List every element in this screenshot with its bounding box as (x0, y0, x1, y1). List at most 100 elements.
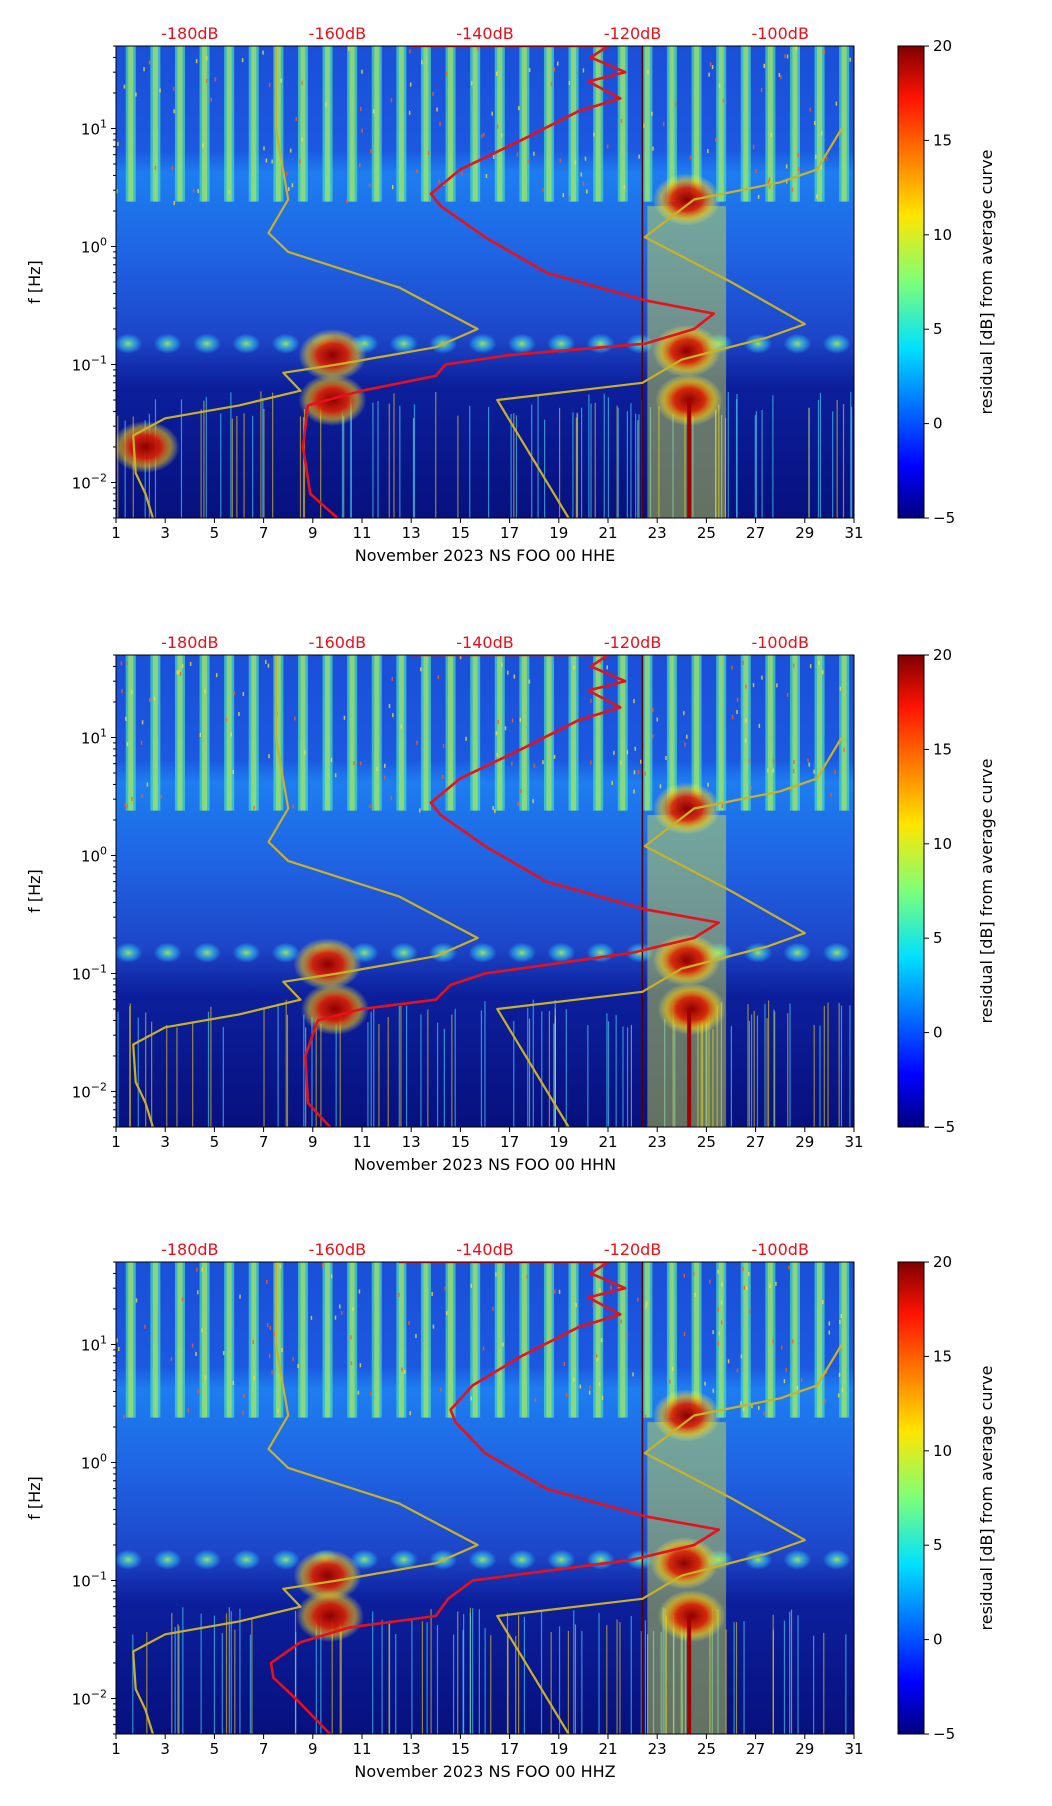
lf-spike (727, 391, 729, 518)
speckle (343, 715, 346, 720)
speckle (556, 61, 559, 66)
speckle (292, 1357, 294, 1362)
day-stripe-core (128, 1262, 134, 1418)
lf-spike (177, 1624, 179, 1734)
microseism-patch (232, 333, 261, 354)
microseism-patch (822, 942, 851, 963)
speckle (837, 1393, 840, 1398)
x-tick-label: 31 (844, 1133, 863, 1151)
colorbar-tick-label: 15 (933, 1347, 952, 1365)
lf-spike (124, 420, 126, 518)
speckle (350, 1361, 353, 1366)
speckle (477, 46, 479, 51)
speckle (439, 121, 441, 126)
x-tick-label: 21 (598, 1740, 617, 1758)
speckle (742, 1267, 744, 1272)
speckle (542, 187, 544, 192)
microseism-patch (389, 333, 418, 354)
lf-spike (350, 399, 352, 518)
day-stripe-core (325, 1262, 331, 1418)
microseism-patch (783, 942, 812, 963)
noise-model-curve (132, 46, 479, 518)
speckle (291, 183, 294, 188)
speckle (772, 768, 775, 773)
speckle (279, 1264, 282, 1269)
lf-spike (213, 1615, 216, 1734)
speckle (772, 759, 775, 764)
speckle (568, 196, 571, 201)
speckle (611, 780, 614, 785)
speckle (204, 689, 206, 694)
speckle (398, 1292, 400, 1297)
colorbar (897, 1261, 925, 1735)
speckle (201, 1328, 203, 1333)
x-tick-label: 31 (844, 1740, 863, 1758)
speckle (179, 671, 182, 676)
lf-spike (249, 1634, 252, 1734)
lf-spike (849, 1005, 851, 1127)
speckle (154, 165, 157, 170)
speckle (126, 804, 128, 809)
db-scale-label: -100dB (751, 633, 808, 652)
day-stripe-core (251, 1262, 257, 1418)
lf-spike (515, 415, 518, 518)
lf-spike (672, 1002, 674, 1127)
lf-spike (649, 407, 652, 518)
speckle (520, 788, 522, 793)
lf-spike (747, 1004, 749, 1127)
lf-spike (405, 1005, 408, 1127)
speckle (516, 152, 519, 157)
x-tick-label: 17 (500, 1133, 519, 1151)
storm-streak (687, 1009, 692, 1127)
lf-spike (630, 1615, 632, 1734)
speckle (432, 91, 434, 96)
speckle (173, 201, 175, 206)
speckle (409, 49, 411, 54)
colorbar-tick-label: −5 (933, 1118, 955, 1136)
average-psd-curve (301, 46, 716, 518)
speckle (501, 662, 503, 667)
lf-spike (827, 1002, 829, 1127)
lf-spike (720, 1002, 722, 1127)
day-stripe-core (472, 655, 478, 811)
lf-spike (662, 1607, 664, 1734)
speckle (761, 675, 763, 680)
speckle (606, 665, 608, 670)
speckle (440, 1387, 442, 1392)
colorbar (897, 45, 925, 519)
lf-spike (263, 408, 265, 518)
x-tick-label: 19 (549, 524, 568, 542)
colorbar-label: residual [dB] from average curve (977, 759, 996, 1024)
speckle (350, 1335, 352, 1340)
lf-spike (845, 1634, 847, 1734)
speckle (361, 128, 363, 133)
speckle (330, 757, 333, 762)
speckle (785, 179, 788, 184)
speckle (172, 86, 175, 91)
lf-spike (772, 395, 774, 518)
speckle (465, 736, 467, 741)
lf-spike (427, 1009, 429, 1127)
x-tick-label: 3 (160, 524, 170, 542)
lf-spike (743, 1621, 745, 1734)
speckle (159, 88, 161, 93)
speckle (527, 159, 529, 164)
lf-spike (681, 1608, 683, 1734)
speckle (565, 1393, 568, 1398)
speckle (574, 160, 577, 165)
lf-spike (617, 407, 619, 518)
speckle (135, 1298, 138, 1303)
x-tick-label: 7 (259, 524, 269, 542)
speckle (610, 1285, 612, 1290)
speckle (494, 809, 496, 814)
hot-spot (650, 1537, 719, 1590)
speckle (202, 143, 204, 148)
speckle (665, 755, 667, 760)
microseism-patch (193, 942, 222, 963)
lf-spike (594, 402, 596, 518)
lf-spike (709, 1626, 711, 1734)
lf-spike (400, 1005, 402, 1127)
lf-spike (478, 1609, 480, 1734)
speckle (781, 1345, 783, 1350)
